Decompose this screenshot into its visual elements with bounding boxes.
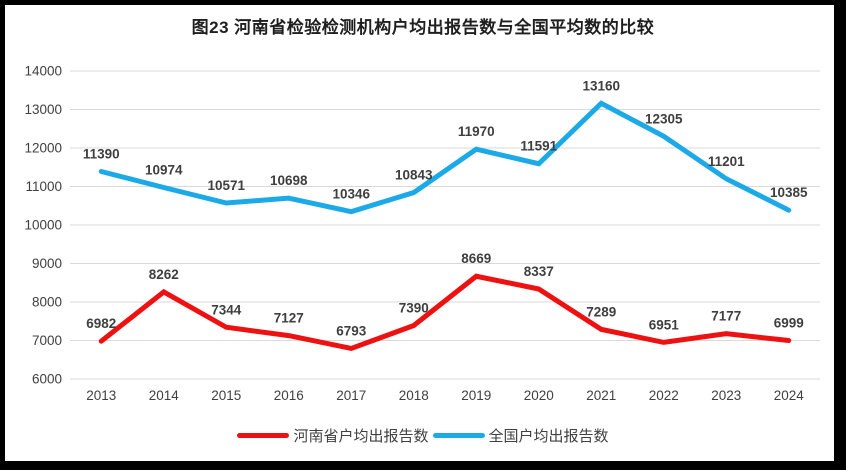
legend-label-henan: 河南省户均出报告数: [293, 427, 429, 445]
legend-line-red-icon: [237, 432, 290, 438]
x-tick-label: 2023: [711, 388, 741, 403]
data-label: 11390: [83, 146, 120, 161]
series-line-1: [98, 100, 792, 215]
data-label: 7344: [211, 302, 242, 317]
legend-item-national: 全国户均出报告数: [432, 425, 609, 446]
x-tick-label: 2016: [274, 388, 304, 403]
frame-border-bottom: [0, 461, 846, 470]
x-tick-label: 2019: [461, 388, 491, 403]
y-tick-label: 14000: [24, 64, 62, 79]
legend-item-henan: 河南省户均出报告数: [237, 425, 429, 446]
x-tick-label: 2015: [211, 388, 241, 403]
y-tick-label: 8000: [32, 295, 62, 310]
data-label: 11970: [458, 124, 495, 139]
data-label: 11591: [520, 139, 557, 154]
data-label: 6999: [774, 316, 804, 331]
x-tick-label: 2013: [86, 388, 116, 403]
chart-legend: 河南省户均出报告数 全国户均出报告数: [0, 420, 846, 450]
data-label: 8669: [461, 251, 491, 266]
series-line-0: [98, 273, 792, 352]
data-label: 6793: [336, 323, 367, 338]
data-label: 7127: [274, 311, 304, 326]
x-tick-label: 2014: [149, 388, 180, 403]
x-tick-label: 2020: [524, 388, 554, 403]
data-label: 7177: [711, 309, 741, 324]
data-label: 7390: [399, 300, 429, 315]
x-tick-label: 2017: [336, 388, 366, 403]
chart-title: 图23 河南省检验检测机构户均出报告数与全国平均数的比较: [191, 18, 655, 37]
y-tick-label: 6000: [32, 372, 62, 387]
data-label: 6982: [86, 316, 116, 331]
data-label: 8337: [524, 264, 554, 279]
data-label: 10698: [270, 173, 308, 188]
data-label: 8262: [149, 267, 179, 282]
data-label: 11201: [708, 154, 745, 169]
x-tick-label: 2022: [649, 388, 679, 403]
data-label: 10346: [332, 187, 370, 202]
y-tick-label: 12000: [24, 141, 62, 156]
data-label: 6951: [649, 317, 680, 332]
data-label: 7289: [586, 304, 616, 319]
data-label: 10385: [770, 185, 808, 200]
legend-label-national: 全国户均出报告数: [488, 427, 609, 445]
data-label: 10843: [395, 168, 433, 183]
x-tick-label: 2024: [774, 388, 805, 403]
data-label: 10974: [145, 163, 183, 178]
y-tick-label: 13000: [24, 102, 62, 117]
data-label: 10571: [207, 178, 245, 193]
x-tick-label: 2018: [399, 388, 429, 403]
y-tick-label: 7000: [32, 333, 62, 348]
y-tick-label: 9000: [32, 256, 62, 271]
frame-border-top: [0, 0, 846, 5]
data-label: 13160: [582, 78, 620, 93]
legend-line-blue-icon: [432, 432, 485, 438]
x-tick-label: 2021: [586, 388, 616, 403]
y-tick-label: 11000: [25, 179, 62, 194]
frame-border-right: [834, 0, 846, 470]
y-tick-label: 10000: [24, 218, 62, 233]
frame-border-left: [0, 0, 5, 470]
data-label: 12305: [645, 111, 683, 126]
